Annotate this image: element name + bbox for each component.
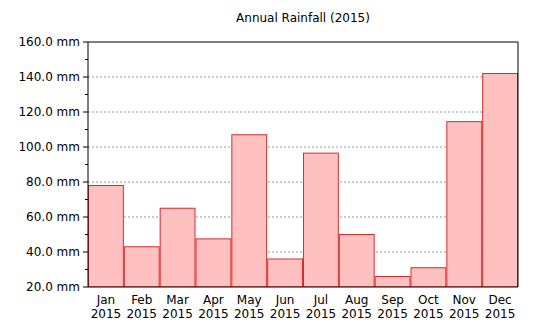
x-tick-label-line: Jun [275, 293, 295, 307]
x-tick-label-line: 2015 [377, 307, 408, 321]
bar [268, 259, 303, 287]
y-tick [83, 182, 88, 183]
plot-frame-top [88, 42, 518, 43]
x-tick-label: Apr2015 [198, 293, 229, 321]
y-tick [83, 287, 88, 288]
chart-container: Annual Rainfall (2015) 20.0 mm 40.0 mm 60.0… [0, 0, 540, 330]
x-tick-label-line: Nov [453, 293, 476, 307]
y-axis [88, 42, 89, 287]
y-tick-label: 60.0 mm [26, 210, 80, 224]
x-tick-label-line: Dec [488, 293, 511, 307]
y-tick-label: 40.0 mm [26, 245, 80, 259]
grid-line [88, 112, 518, 113]
x-tick-label-line: 2015 [306, 307, 337, 321]
x-tick-label-line: Jan [96, 293, 116, 307]
x-tick-label-line: 2015 [449, 307, 480, 321]
y-tick [83, 42, 88, 43]
y-tick-label: 120.0 mm [18, 105, 80, 119]
x-tick-label-line: 2015 [485, 307, 516, 321]
x-tick-label-line: 2015 [270, 307, 301, 321]
bar [196, 239, 231, 287]
bar [89, 186, 124, 288]
chart-title: Annual Rainfall (2015) [236, 11, 370, 25]
grid-line [88, 77, 518, 78]
x-tick-label-line: 2015 [91, 307, 122, 321]
bar [304, 153, 339, 287]
x-tick-label: May2015 [234, 293, 265, 321]
y-tick-label: 140.0 mm [18, 70, 80, 84]
x-tick-label-line: Jul [313, 293, 328, 307]
x-tick-label-line: 2015 [341, 307, 372, 321]
x-tick-label-line: Oct [418, 293, 439, 307]
x-tick-label-line: 2015 [234, 307, 265, 321]
bar [339, 235, 374, 288]
bar [160, 208, 195, 287]
x-tick-label: Oct2015 [413, 293, 444, 321]
chart-svg: Annual Rainfall (2015) 20.0 mm 40.0 mm 60.0… [0, 0, 540, 330]
x-tick-label: Jun2015 [270, 293, 301, 321]
x-tick-label: Mar2015 [162, 293, 193, 321]
x-tick-label-line: Feb [131, 293, 152, 307]
plot-frame-right [518, 42, 519, 287]
x-tick-label: Jan2015 [91, 293, 122, 321]
y-tick [83, 217, 88, 218]
x-axis [88, 287, 518, 288]
bar [483, 74, 518, 288]
x-tick-label-line: Apr [203, 293, 224, 307]
bar [411, 268, 446, 287]
x-tick-label-line: Aug [345, 293, 368, 307]
x-tick-label-line: Mar [166, 293, 189, 307]
y-tick-label: 20.0 mm [26, 280, 80, 294]
y-tick-label: 160.0 mm [18, 35, 80, 49]
bar [124, 247, 159, 287]
x-tick-label: Dec2015 [485, 293, 516, 321]
bars [89, 74, 518, 288]
bar [375, 277, 410, 288]
x-tick-label-line: 2015 [413, 307, 444, 321]
bar [232, 135, 267, 287]
y-tick-label: 80.0 mm [26, 175, 80, 189]
x-tick-label: Nov2015 [449, 293, 480, 321]
x-tick-label-line: May [237, 293, 262, 307]
x-tick-label-line: 2015 [126, 307, 157, 321]
x-tick-label: Feb2015 [126, 293, 157, 321]
y-tick-label: 100.0 mm [18, 140, 80, 154]
x-tick-label: Sep2015 [377, 293, 408, 321]
x-tick-label: Aug2015 [341, 293, 372, 321]
x-tick-label: Jul2015 [306, 293, 337, 321]
x-tick-label-line: 2015 [162, 307, 193, 321]
y-tick [83, 147, 88, 148]
x-tick-label-line: Sep [381, 293, 404, 307]
y-tick [83, 77, 88, 78]
bar [447, 122, 482, 287]
x-tick-label-line: 2015 [198, 307, 229, 321]
y-tick [83, 252, 88, 253]
y-tick [83, 112, 88, 113]
